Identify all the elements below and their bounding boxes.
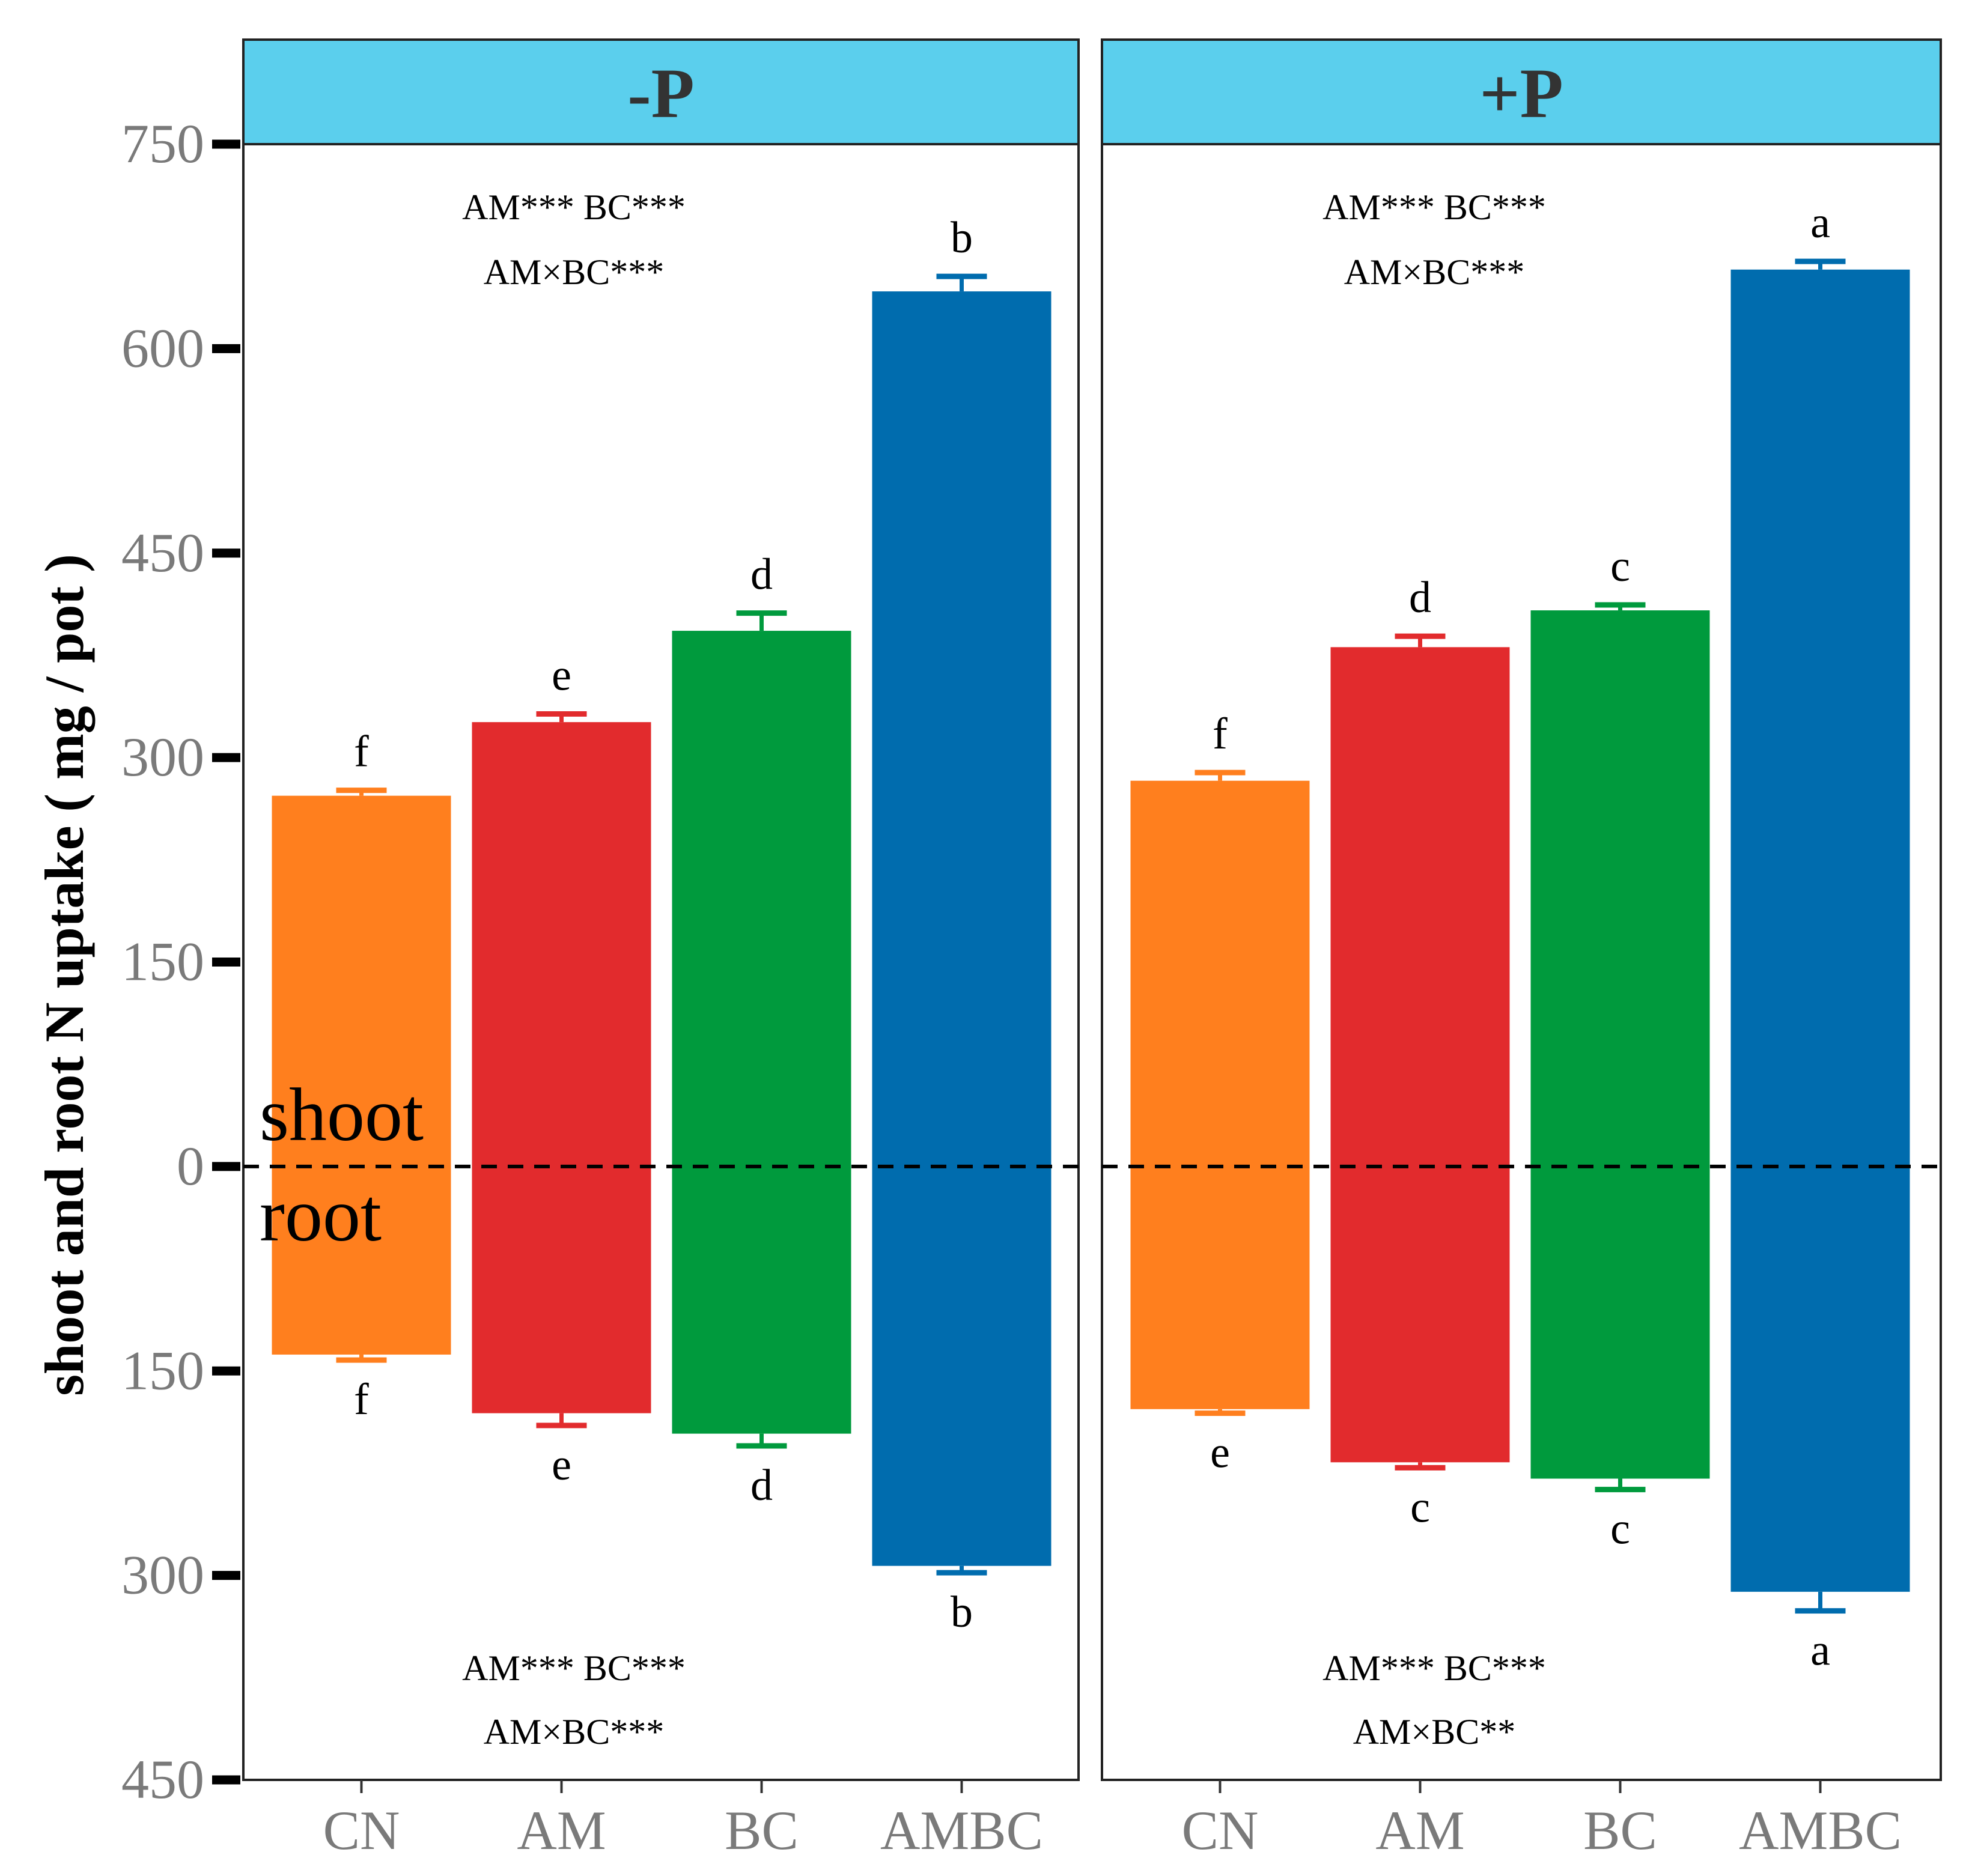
panel-minus-p-root-sig-1: AM*** BC*** [462,1648,686,1688]
panel-plus-p-bar-bc [1530,610,1710,1479]
panel-minus-p-shoot-sig-1: AM*** BC*** [462,187,686,227]
panel-minus-p-shoot-sig-2: AM×BC*** [484,252,665,292]
shoot-label: shoot [260,1073,424,1157]
x-tick-label-ambc: AMBC [1739,1800,1902,1861]
y-tick-label: 450 [121,1749,204,1810]
panel-plus-p-bar-am [1330,647,1510,1463]
root-significance-letter: b [951,1588,973,1637]
y-tick-label: 300 [121,726,204,788]
shoot-significance-letter: e [552,651,571,700]
panel-plus-p-root-sig-2: AM×BC** [1353,1712,1516,1752]
shoot-significance-letter: b [951,213,973,263]
panel-plus-p-border [1101,143,1942,1781]
y-tick-label: 0 [177,1135,204,1197]
shoot-significance-letter: a [1810,198,1830,247]
shoot-significance-letter: f [1213,709,1228,759]
panel-minus-p-strip [242,38,1080,145]
panel-plus-p-shoot-sig-1: AM*** BC*** [1322,187,1546,227]
panel-plus-p-bar-ambc [1730,269,1910,1592]
panel-plus-p-bar-cn [1130,780,1310,1409]
panel-plus-p-strip-label: +P [1479,54,1563,133]
panel-plus-p-strip [1101,38,1942,145]
panel-plus-p-shoot-sig-2: AM×BC*** [1344,252,1525,292]
root-significance-letter: c [1610,1505,1630,1554]
x-tick-label-am: AM [517,1800,606,1861]
y-axis-title: shoot and root N uptake ( mg / pot ) [34,554,95,1395]
panel-minus-p-bar-bc [672,631,851,1434]
x-tick-label-cn: CN [323,1800,400,1861]
y-tick-label: 450 [121,522,204,583]
panel-minus-p-bar-am [472,722,651,1413]
x-tick-label-ambc: AMBC [880,1800,1043,1861]
x-tick-label-bc: BC [1583,1800,1657,1861]
y-tick-label: 150 [121,931,204,992]
panel-minus-p-bar-cn [272,795,451,1355]
root-significance-letter: f [354,1375,369,1424]
root-label: root [260,1174,382,1257]
root-significance-letter: c [1410,1483,1430,1532]
panel-minus-p-root-sig-2: AM×BC*** [484,1712,665,1752]
panel-minus-p-bar-ambc [872,291,1051,1566]
root-significance-letter: e [552,1440,571,1490]
panel-minus-p-border [242,143,1080,1781]
y-tick-label: 150 [121,1340,204,1401]
root-significance-letter: e [1210,1428,1230,1478]
panel-minus-p-strip-label: -P [627,54,694,133]
x-tick-label-am: AM [1375,1800,1464,1861]
shoot-significance-letter: c [1610,542,1630,591]
x-tick-label-bc: BC [725,1800,799,1861]
shoot-significance-letter: d [750,550,773,600]
shoot-significance-letter: f [354,727,369,777]
root-significance-letter: d [750,1461,773,1510]
shoot-significance-letter: d [1409,573,1431,622]
root-significance-letter: a [1810,1626,1830,1675]
panel-plus-p-root-sig-1: AM*** BC*** [1322,1648,1546,1688]
x-tick-label-cn: CN [1182,1800,1259,1861]
y-tick-label: 300 [121,1544,204,1606]
y-tick-label: 600 [121,317,204,378]
y-tick-label: 750 [121,113,204,174]
